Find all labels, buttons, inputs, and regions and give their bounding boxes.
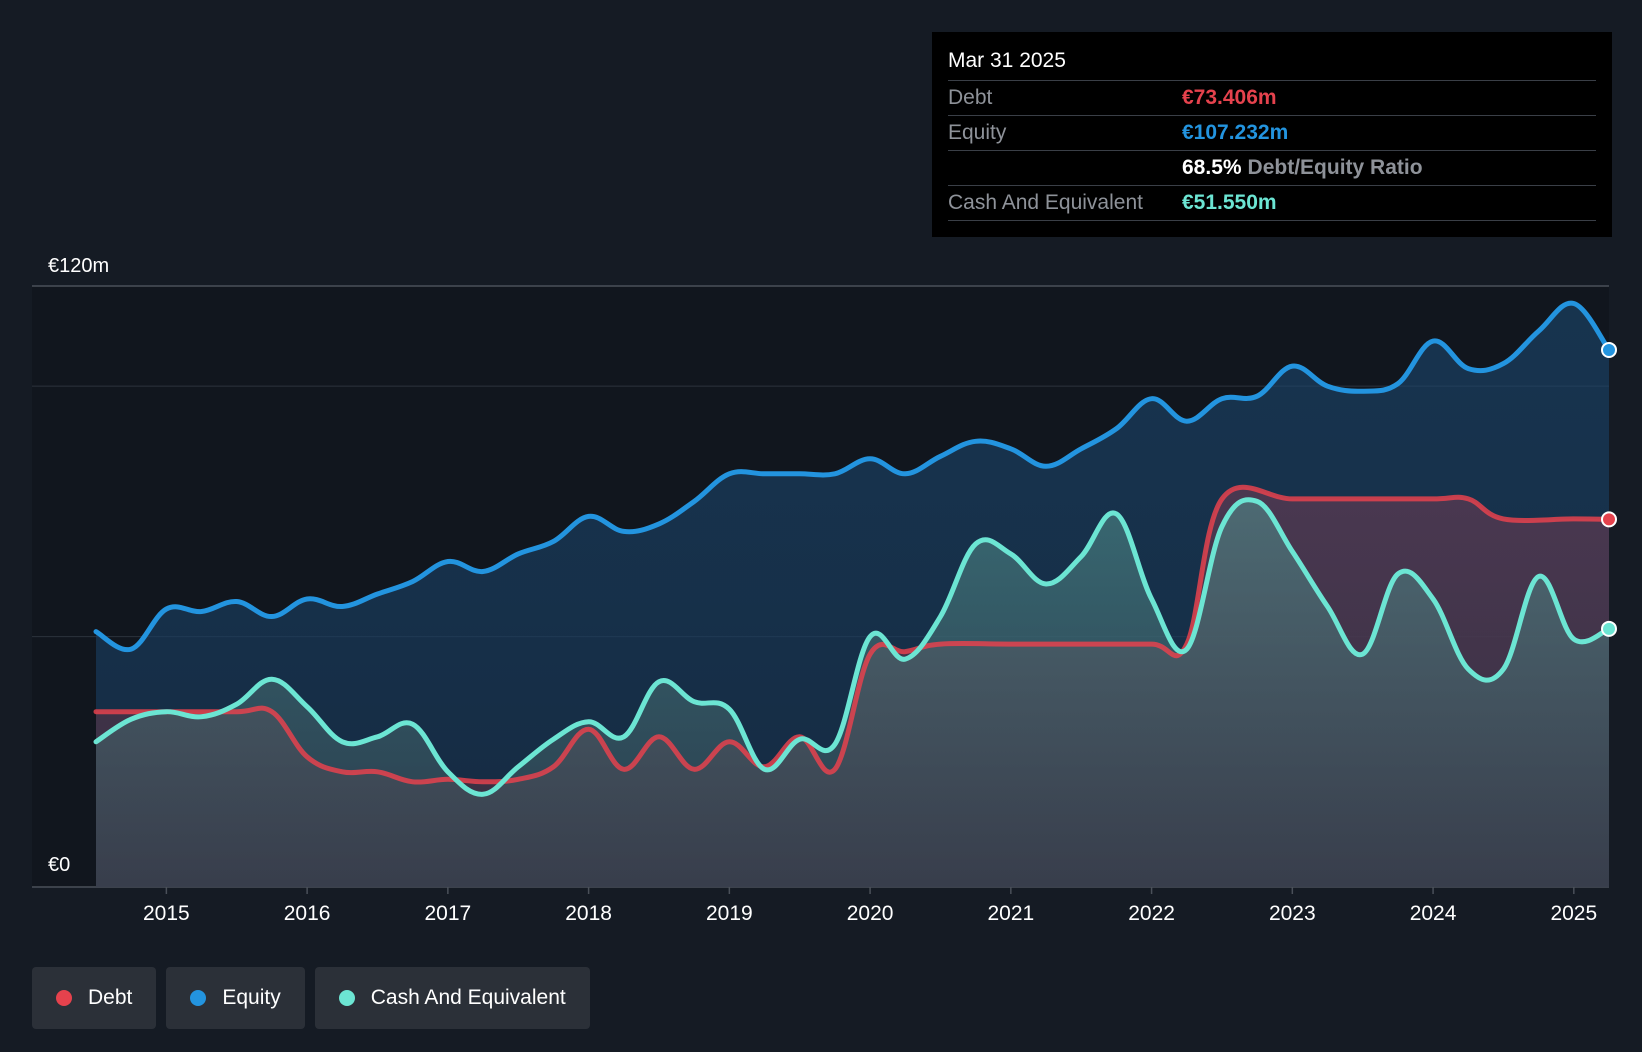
tooltip-date: Mar 31 2025 [948,46,1596,81]
tooltip-debt-label: Debt [948,86,993,109]
tooltip-equity-row: Equity €107.232m [948,116,1596,150]
y-axis-label-zero: €0 [48,854,70,876]
line-layer [93,300,1617,797]
tooltip-cash-label: Cash And Equivalent [948,191,1143,214]
cash-dot-icon [338,990,355,1006]
debt-line [93,484,1612,785]
tooltip-panel: Mar 31 2025 Debt €73.406m Equity €107.23… [932,32,1612,237]
tooltip-ratio-value: 68.5% [1182,156,1242,179]
x-tick-label-2016: 2016 [284,902,331,925]
tooltip-ratio: 68.5% Debt/Equity Ratio [1182,151,1423,185]
tooltip-equity-value: €107.232m [1182,121,1289,144]
cash-end-point [1601,620,1617,637]
legend-label-debt: Debt [88,986,133,1009]
x-tick-label-2022: 2022 [1128,902,1175,925]
legend-item-debt[interactable]: Debt [32,967,157,1029]
tooltip-equity-label: Equity [948,121,1007,144]
x-tick-label-2015: 2015 [143,902,190,925]
x-tick-label-2020: 2020 [847,902,894,925]
x-tick-label-2024: 2024 [1410,902,1457,925]
legend-label-cash: Cash And Equivalent [370,986,566,1009]
x-tick-label-2018: 2018 [565,902,612,925]
legend: Debt Equity Cash And Equivalent [32,967,590,1029]
legend-item-cash[interactable]: Cash And Equivalent [314,967,590,1029]
x-tick-label-2023: 2023 [1269,902,1316,925]
tooltip-cash-row: Cash And Equivalent €51.550m [948,186,1596,221]
tooltip-ratio-row: 68.5% Debt/Equity Ratio [948,150,1596,186]
axis-layer: €120m €0 2015 2016 2017 2018 2019 2020 2021 2022 2… [48,255,1597,925]
legend-item-equity[interactable]: Equity [166,967,305,1029]
tooltip-debt-row: Debt €73.406m [948,81,1596,116]
x-tick-label-2025: 2025 [1550,902,1597,925]
equity-end-point [1601,341,1617,358]
tooltip-debt-value: €73.406m [1182,86,1277,109]
debt-dot-icon [56,990,72,1006]
debt-end-point [1601,511,1617,528]
tooltip-ratio-label: Debt/Equity Ratio [1247,156,1423,179]
y-axis-label-max: €120m [48,255,109,277]
legend-label-equity: Equity [222,986,281,1009]
x-tick-label-2019: 2019 [706,902,753,925]
tooltip-cash-value: €51.550m [1182,191,1277,214]
equity-line [93,300,1612,653]
x-tick-label-2021: 2021 [987,902,1034,925]
cash-line [93,497,1612,797]
x-tick-label-2017: 2017 [425,902,472,925]
equity-dot-icon [190,990,207,1006]
